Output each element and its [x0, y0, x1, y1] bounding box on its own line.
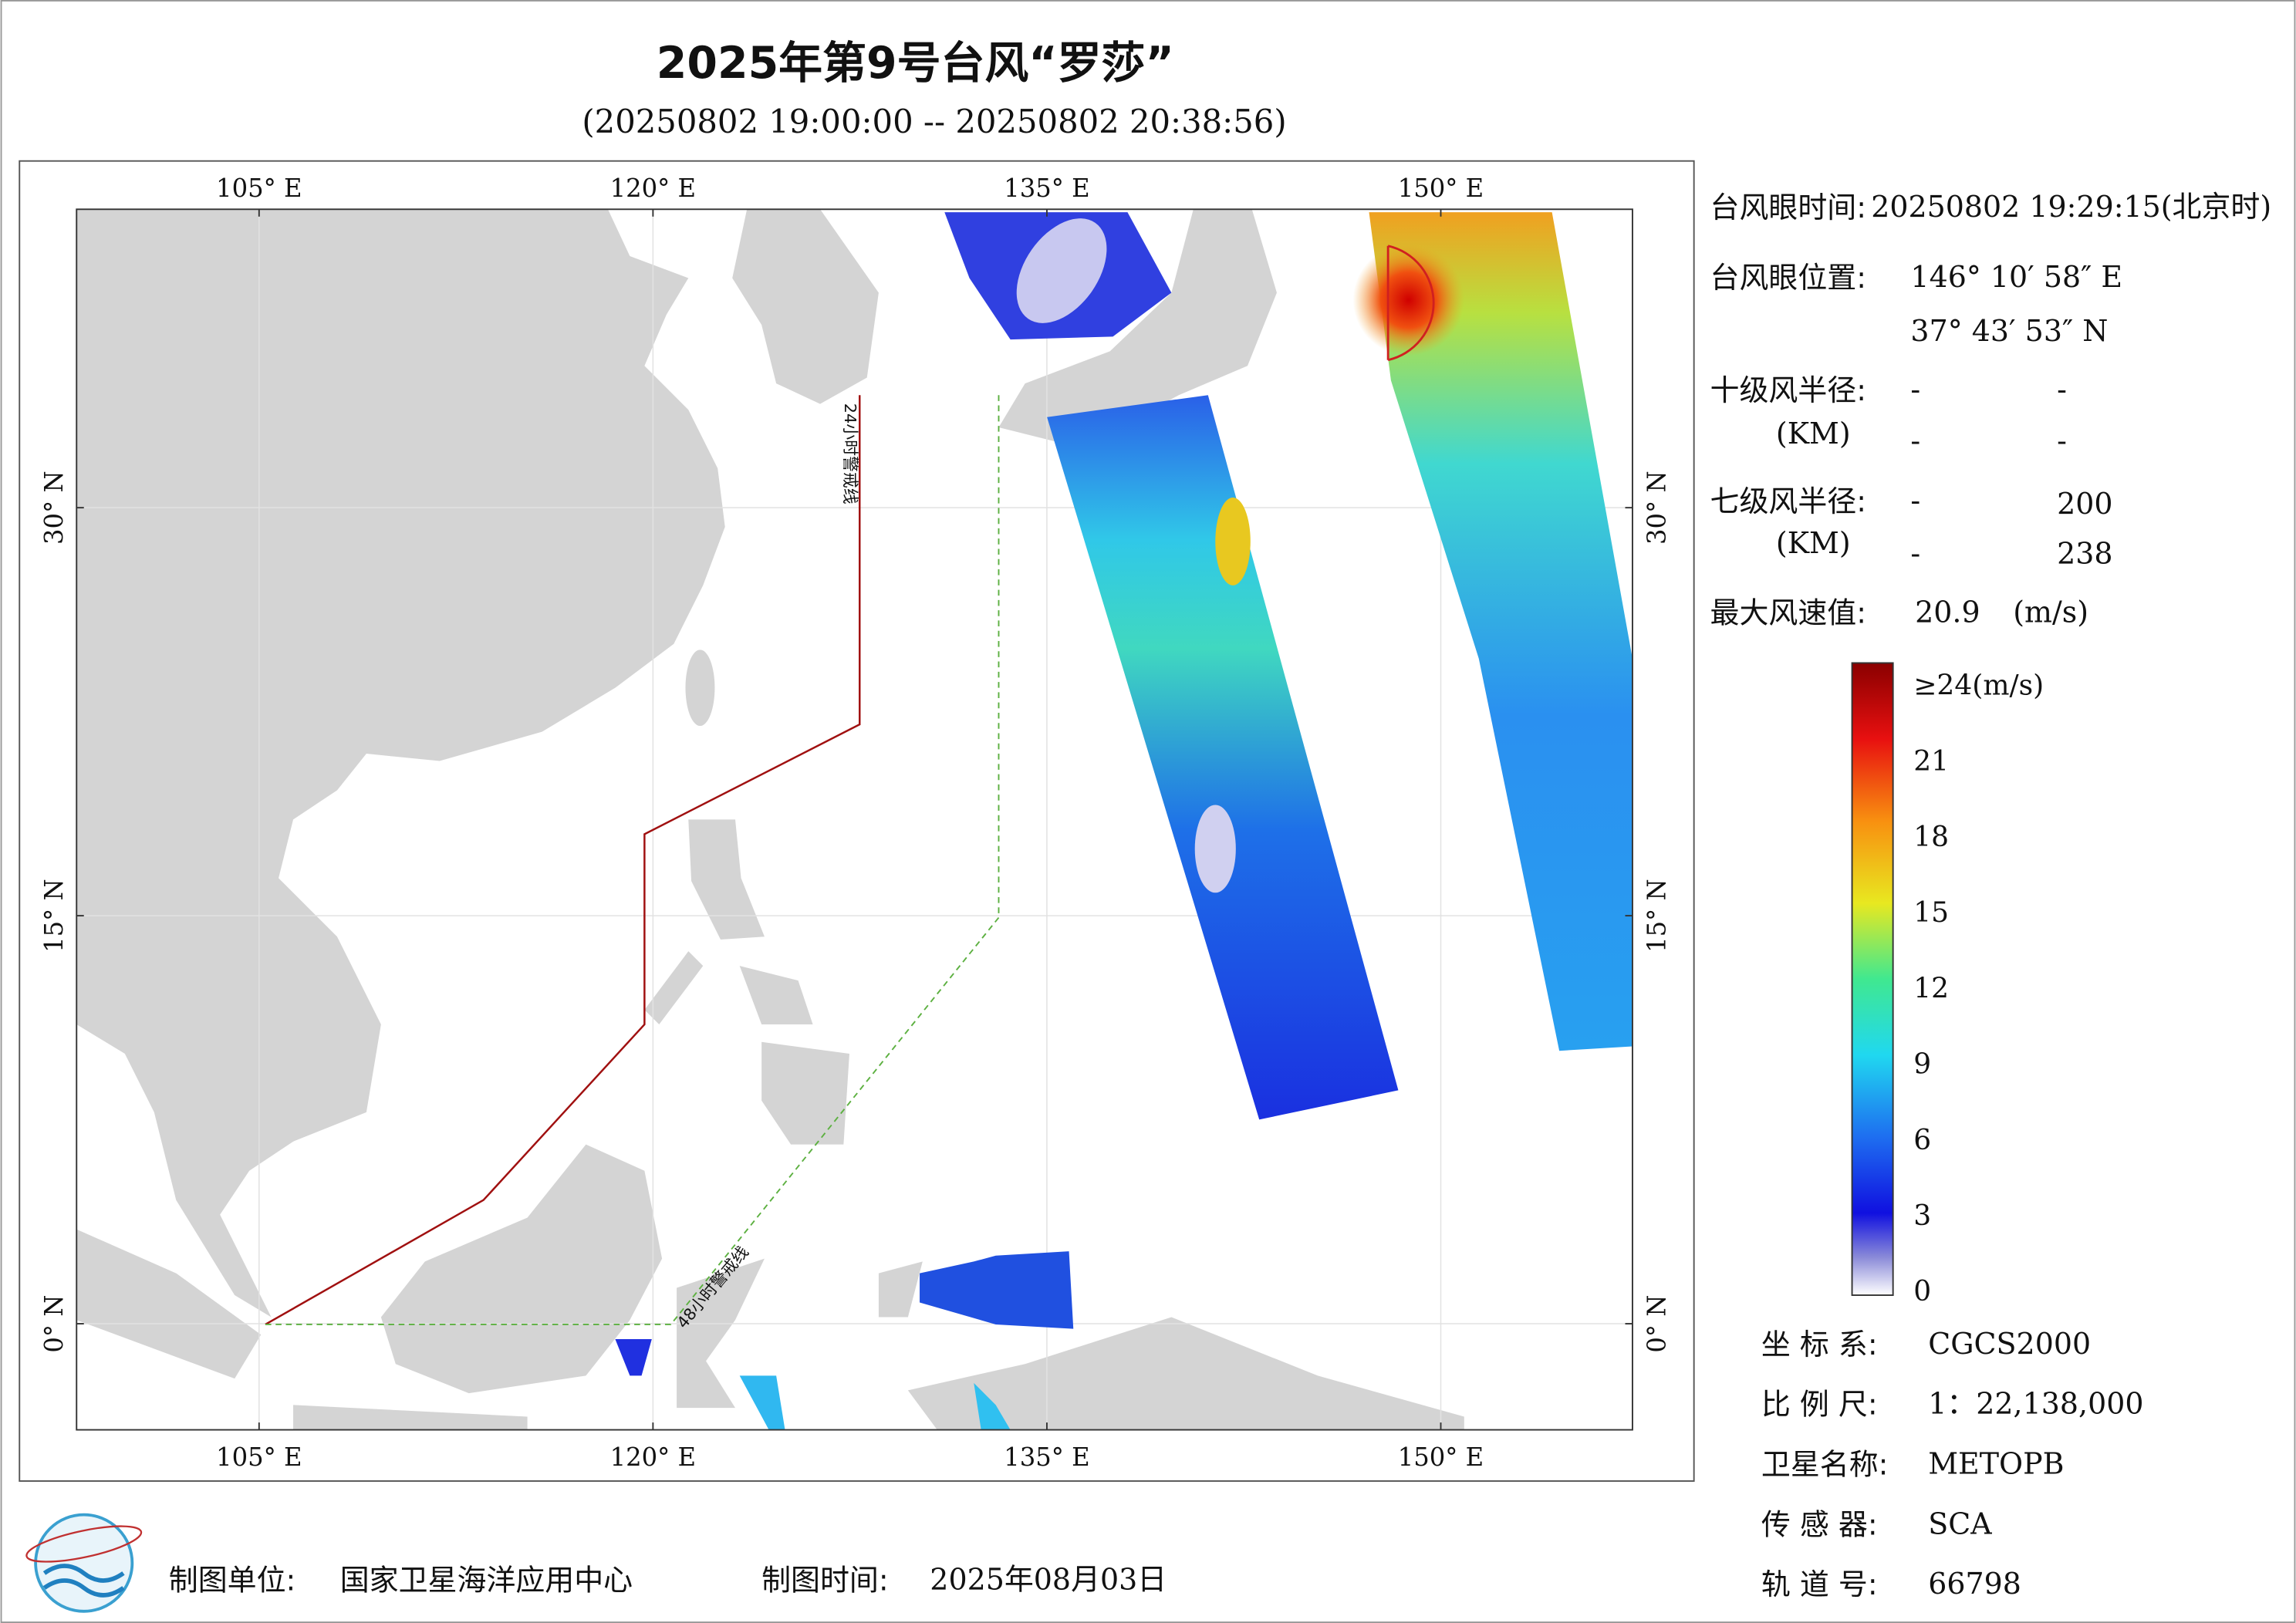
lat-label: 15° N	[39, 879, 69, 953]
wind-high-area	[1215, 498, 1251, 585]
lat-label: 0° N	[39, 1294, 69, 1352]
lon-label: 150° E	[1398, 1442, 1484, 1472]
info-value: 20250802 19:29:15(北京时)	[1871, 190, 2271, 224]
colorbar-label: 21	[1913, 746, 1949, 778]
wind-max-area	[1352, 244, 1464, 356]
info-value: -	[1910, 484, 1920, 518]
title: 2025年第9号台风“罗莎”	[657, 38, 1174, 89]
map-area: 24小时警戒线 48小时警戒线	[76, 209, 1633, 1430]
mindanao	[761, 1041, 849, 1145]
warning-line-24h	[265, 395, 861, 1326]
lon-label: 120° E	[610, 174, 696, 203]
warning-line-48h	[265, 395, 1000, 1325]
info-unit: (KM)	[1776, 417, 1851, 450]
sumatra	[76, 1229, 262, 1379]
japan	[998, 209, 1277, 442]
info-value: -	[1910, 536, 1920, 570]
footer-label: 制图单位:	[169, 1563, 296, 1597]
colorbar-label: 6	[1913, 1125, 1931, 1156]
sulawesi	[677, 1258, 765, 1409]
info-label: 十级风半径:	[1710, 373, 1866, 407]
info-value: 200	[2057, 487, 2112, 521]
korea	[732, 209, 879, 404]
subtitle: (20250802 19:00:00 -- 20250802 20:38:56)	[582, 103, 1286, 140]
wind-radius-7	[1386, 245, 1435, 362]
metadata-value: SCA	[1928, 1507, 1992, 1540]
taiwan	[685, 650, 715, 727]
info-label: 最大风速值:	[1710, 596, 1866, 629]
info-value: 146° 10′ 58″ E	[1910, 260, 2122, 294]
borneo	[380, 1144, 663, 1394]
map-outer-frame	[19, 160, 1695, 1482]
info-value: -	[1910, 423, 1920, 457]
metadata-value: 1：22,138,000	[1928, 1387, 2143, 1421]
lat-label: 15° N	[1643, 879, 1672, 953]
colorbar-label: 9	[1913, 1049, 1931, 1081]
footer-value: 2025年08月03日	[930, 1562, 1167, 1596]
info-unit: (KM)	[1776, 526, 1851, 560]
info-value: -	[1910, 373, 1920, 407]
info-label: 台风眼位置:	[1710, 261, 1866, 295]
colorbar-label: 3	[1913, 1200, 1931, 1232]
java	[293, 1405, 528, 1430]
visayas	[739, 966, 813, 1025]
colorbar-label: 0	[1913, 1276, 1931, 1308]
lon-label: 105° E	[216, 1442, 302, 1472]
asia-mainland	[76, 209, 725, 1318]
metadata-label: 传 感 器:	[1761, 1507, 1878, 1541]
axis-labels: 105° E 105° E 120° E 120° E 135° E 135° E 150°…	[39, 174, 1671, 1472]
lon-label: 135° E	[1004, 1442, 1089, 1472]
wind-low-area	[1016, 218, 1107, 323]
metadata-label: 比 例 尺:	[1761, 1388, 1878, 1422]
metadata-label: 坐 标 系:	[1761, 1328, 1878, 1361]
info-label: 台风眼时间:	[1710, 191, 1866, 224]
lon-label: 135° E	[1004, 174, 1089, 203]
warning-label-24h: 24小时警戒线	[841, 403, 859, 504]
map-frame	[76, 208, 1633, 1431]
metadata-value: METOPB	[1928, 1446, 2064, 1480]
typhoon-info: 台风眼时间: 20250802 19:29:15(北京时) 台风眼位置: 146…	[1710, 190, 2272, 630]
colorbar-label: 12	[1913, 973, 1949, 1004]
colorbar-labels: ≥24(m/s) 21 18 15 12 9 6 3 0	[1913, 670, 2044, 1308]
lat-label: 30° N	[1643, 471, 1672, 545]
info-value: 238	[2057, 536, 2112, 570]
metadata-value: 66798	[1928, 1567, 2021, 1601]
info-value: -	[2057, 373, 2067, 407]
graticule	[76, 209, 1633, 1430]
lat-label: 30° N	[39, 471, 69, 545]
info-value: -	[2057, 423, 2067, 457]
footer-label: 制图时间:	[761, 1563, 889, 1597]
lon-label: 120° E	[610, 1442, 696, 1472]
wind-swath-south	[920, 1251, 1074, 1329]
lat-label: 0° N	[1643, 1294, 1672, 1352]
wind-patch	[739, 1375, 785, 1430]
colorbar-label: ≥24(m/s)	[1913, 670, 2044, 702]
logo	[25, 1513, 143, 1613]
lon-label: 150° E	[1398, 174, 1484, 203]
wind-patch	[974, 1382, 1011, 1430]
lon-label: 105° E	[216, 174, 302, 203]
colorbar	[1851, 662, 1894, 1296]
luzon	[688, 819, 765, 940]
metadata-label: 卫星名称:	[1761, 1447, 1889, 1481]
info-unit: (m/s)	[2013, 595, 2088, 629]
footer-value: 国家卫星海洋应用中心	[340, 1563, 633, 1597]
colorbar-label: 18	[1913, 822, 1949, 853]
info-value: 20.9	[1915, 595, 1980, 629]
wind-swath-east	[1369, 212, 1633, 1051]
map-metadata: 坐 标 系: CGCS2000 比 例 尺: 1：22,138,000 卫星名称: MET…	[1761, 1327, 2144, 1601]
metadata-label: 轨 道 号:	[1761, 1567, 1878, 1601]
colorbar-label: 15	[1913, 897, 1949, 929]
palawan	[644, 951, 704, 1025]
wind-patch	[615, 1338, 652, 1376]
halmahera	[878, 1261, 923, 1318]
wind-low-area	[1194, 805, 1236, 893]
info-value: 37° 43′ 53″ N	[1910, 314, 2108, 348]
info-label: 七级风半径:	[1710, 484, 1866, 518]
land	[76, 209, 1464, 1430]
wind-swath-west	[1047, 395, 1399, 1120]
metadata-value: CGCS2000	[1928, 1327, 2091, 1361]
